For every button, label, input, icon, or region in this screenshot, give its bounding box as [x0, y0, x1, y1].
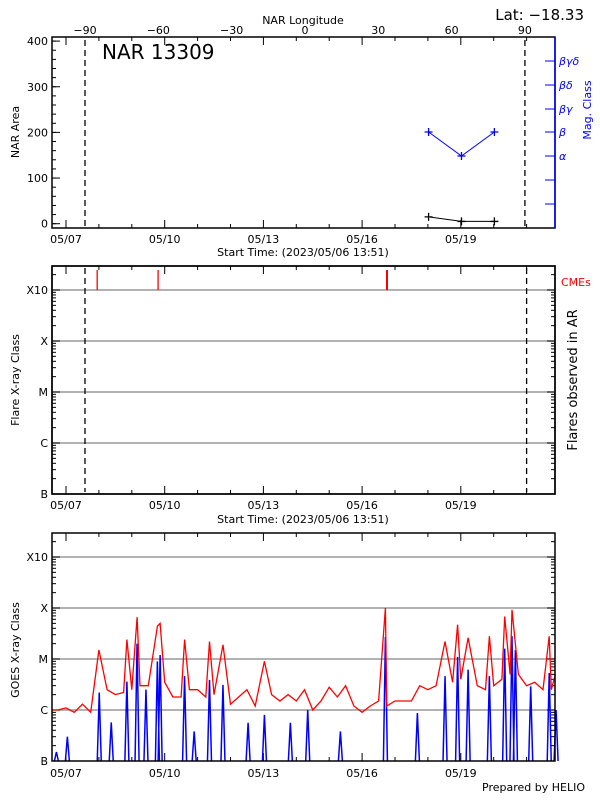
top-ytick-label: 0 — [41, 218, 48, 231]
top-longitude-tick-label: −60 — [147, 24, 170, 37]
mid-ytick-label: B — [40, 488, 48, 501]
goes-short-channel-spike — [337, 731, 344, 762]
mid-xtick-label: 05/19 — [445, 499, 477, 512]
top-xtick-label: 05/10 — [149, 233, 181, 246]
bottom-ytick-label: X10 — [26, 551, 48, 564]
mag_class-point — [490, 128, 499, 136]
mag-class-tick-label: βγδ — [558, 55, 580, 68]
top-xtick-label: 05/07 — [50, 233, 82, 246]
goes-short-channel-spike — [64, 736, 71, 762]
area-point — [457, 217, 466, 226]
bottom-ytick-label: B — [40, 755, 48, 768]
bottom-panel-frame — [51, 532, 556, 762]
top-longitude-tick-label: −90 — [73, 24, 96, 37]
goes-short-channel-spike — [546, 673, 552, 762]
top-y2label: Mag. Class — [581, 80, 594, 139]
mid-xtick-label: 05/16 — [346, 499, 378, 512]
goes-short-channel-spike — [261, 714, 268, 762]
mid-xlabel: Start Time: (2023/05/06 13:51) — [217, 513, 389, 526]
bottom-ytick-label: X — [40, 602, 48, 615]
mag-class-tick-label: α — [559, 150, 567, 163]
top-longitude-tick-label: 30 — [371, 24, 385, 37]
mid-ytick-label: X10 — [26, 284, 48, 297]
mag_class-point — [424, 128, 433, 136]
top-ytick-label: 100 — [27, 172, 48, 185]
bottom-xtick-label: 05/19 — [445, 767, 477, 780]
top-xlabel: Start Time: (2023/05/06 13:51) — [217, 246, 389, 259]
top-xtick-label: 05/13 — [248, 233, 280, 246]
goes-short-channel-spike — [124, 681, 130, 762]
mag_class-point — [457, 152, 466, 160]
top-ytick-label: 400 — [27, 35, 48, 48]
area-point — [490, 217, 499, 226]
mag-class-tick-label: β — [558, 126, 566, 139]
goes-short-channel-spike — [527, 686, 534, 762]
mid-panel-frame — [51, 265, 556, 495]
goes-short-channel-spike — [287, 722, 294, 762]
goes-short-channel-spike — [414, 713, 421, 762]
goes-short-channel-spike — [509, 636, 515, 762]
goes-short-channel-spike — [486, 676, 493, 762]
goes-short-channel-spike — [206, 679, 213, 762]
bottom-ylabel: GOES X-ray Class — [9, 602, 22, 698]
goes-short-channel-spike — [220, 684, 226, 762]
top-longitude-tick-label: −30 — [220, 24, 243, 37]
top-xtick-label: 05/16 — [346, 233, 378, 246]
mid-xtick-label: 05/10 — [149, 499, 181, 512]
goes-short-channel-spike — [143, 689, 149, 762]
top-longitude-tick-label: 60 — [445, 24, 459, 37]
bottom-xtick-label: 05/07 — [50, 767, 82, 780]
goes-short-channel-spike — [245, 722, 251, 762]
goes-short-channel-spike — [134, 643, 140, 762]
top-ytick-label: 300 — [27, 81, 48, 94]
bottom-ytick-label: M — [39, 653, 49, 666]
top-longitude-title: NAR Longitude — [262, 14, 344, 27]
mid-xtick-label: 05/07 — [50, 499, 82, 512]
mid-ytick-label: C — [40, 437, 48, 450]
mid-ylabel: Flare X-ray Class — [9, 334, 22, 426]
goes-short-channel-spike — [108, 722, 114, 762]
bottom-xtick-label: 05/10 — [149, 767, 181, 780]
mag-class-tick-label: βγ — [558, 103, 573, 116]
goes-short-channel-spike — [53, 751, 60, 762]
area-point — [424, 212, 433, 221]
top-chart-title: NAR 13309 — [102, 40, 215, 64]
goes-short-channel-spike — [181, 676, 188, 762]
cme-label: CMEs — [561, 276, 591, 289]
goes-short-channel-spike — [442, 676, 448, 762]
goes-short-channel-spike — [304, 709, 311, 762]
top-longitude-tick-label: 0 — [301, 24, 308, 37]
mid-y2label: Flares observed in AR — [566, 309, 581, 450]
footer-label: Prepared by HELIO — [482, 781, 585, 794]
mid-xtick-label: 05/13 — [248, 499, 280, 512]
goes-short-channel-spike — [191, 731, 197, 762]
goes-short-channel-spike — [157, 654, 163, 762]
mid-panel-border-frame — [51, 265, 556, 495]
bottom-xtick-label: 05/16 — [346, 767, 378, 780]
goes-short-channel-spike — [501, 648, 508, 762]
goes-short-channel-spike — [465, 669, 471, 762]
latitude-label: Lat: −18.33 — [495, 6, 584, 24]
goes-short-channel-spike — [454, 656, 461, 762]
goes-long-channel-line — [52, 607, 557, 714]
mid-ytick-label: X — [40, 335, 48, 348]
top-longitude-tick-label: 90 — [518, 24, 532, 37]
mid-ytick-label: M — [39, 386, 49, 399]
top-xtick-label: 05/19 — [445, 233, 477, 246]
top-panel-frame — [51, 36, 556, 229]
goes-short-channel-spike — [96, 692, 102, 762]
goes-short-channel-spike — [512, 650, 519, 762]
bottom-xtick-label: 05/13 — [248, 767, 280, 780]
mag-class-tick-label: βδ — [558, 79, 573, 92]
top-ylabel: NAR Area — [9, 106, 22, 158]
top-ytick-label: 200 — [27, 126, 48, 139]
bottom-ytick-label: C — [40, 704, 48, 717]
